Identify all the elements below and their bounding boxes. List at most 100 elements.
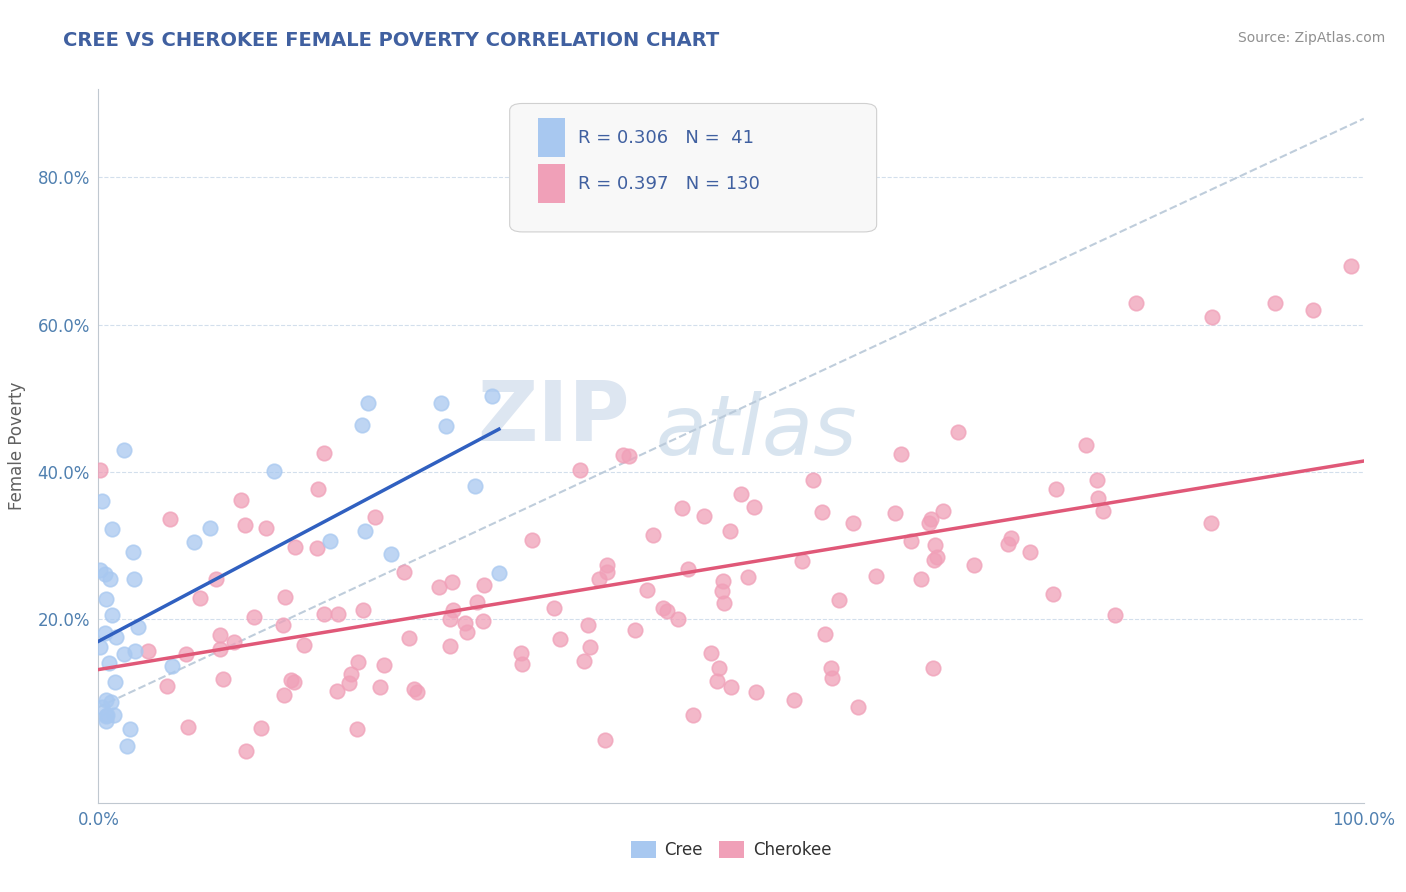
Point xyxy=(89,563,111,577)
FancyBboxPatch shape xyxy=(510,103,877,232)
Point xyxy=(548,632,571,646)
Point xyxy=(737,570,759,584)
Point xyxy=(314,607,336,621)
Point xyxy=(568,463,591,477)
Point xyxy=(1019,545,1042,559)
Point xyxy=(398,631,420,645)
Point xyxy=(292,639,315,653)
Point xyxy=(89,463,111,477)
Point xyxy=(198,521,221,535)
Point xyxy=(101,522,124,536)
Point xyxy=(710,584,733,599)
Point xyxy=(1000,532,1022,546)
Point xyxy=(96,707,118,722)
Point xyxy=(94,591,117,606)
Point xyxy=(112,442,135,457)
Point xyxy=(510,647,533,661)
Point xyxy=(208,628,231,642)
Point xyxy=(368,680,391,694)
Point xyxy=(1201,516,1223,530)
Point xyxy=(596,565,619,579)
Point xyxy=(842,516,865,530)
Point xyxy=(1302,302,1324,317)
Point xyxy=(98,572,121,586)
Point xyxy=(925,550,948,565)
Point xyxy=(328,607,350,621)
Point xyxy=(652,601,675,615)
Legend: Cree, Cherokee: Cree, Cherokee xyxy=(624,834,838,866)
Point xyxy=(900,533,922,548)
Point xyxy=(1042,587,1064,601)
Point xyxy=(706,674,728,689)
Text: R = 0.397   N = 130: R = 0.397 N = 130 xyxy=(578,175,759,193)
Point xyxy=(89,640,111,654)
Point xyxy=(273,688,295,702)
Point xyxy=(100,608,122,623)
Point xyxy=(434,419,457,434)
FancyBboxPatch shape xyxy=(537,164,565,203)
Point xyxy=(352,417,374,432)
Point xyxy=(572,654,595,668)
Point xyxy=(718,524,741,538)
Point xyxy=(271,617,294,632)
Point xyxy=(93,566,115,581)
Point xyxy=(543,601,565,615)
Text: R = 0.306   N =  41: R = 0.306 N = 41 xyxy=(578,128,754,146)
Point xyxy=(243,609,266,624)
Point xyxy=(118,723,141,737)
Point xyxy=(488,566,510,581)
Point xyxy=(357,395,380,409)
Point xyxy=(284,540,307,554)
Point xyxy=(720,681,742,695)
Point xyxy=(440,574,463,589)
Point xyxy=(305,541,328,555)
Point xyxy=(997,537,1019,551)
Point xyxy=(922,661,945,675)
Point xyxy=(183,534,205,549)
Point xyxy=(346,722,368,736)
Point xyxy=(392,565,415,579)
Point xyxy=(612,448,634,462)
Point xyxy=(963,558,986,572)
Point xyxy=(745,685,768,699)
Point xyxy=(112,647,135,661)
Point xyxy=(380,547,402,561)
Point xyxy=(1092,504,1115,518)
Point xyxy=(790,553,813,567)
Point xyxy=(124,643,146,657)
Point xyxy=(174,648,197,662)
Point xyxy=(404,682,426,697)
Point xyxy=(576,618,599,632)
Point xyxy=(209,641,232,656)
Point xyxy=(456,624,478,639)
Point xyxy=(676,562,699,576)
Y-axis label: Female Poverty: Female Poverty xyxy=(8,382,27,510)
Point xyxy=(593,732,616,747)
Point xyxy=(454,615,477,630)
Point xyxy=(90,700,112,714)
Point xyxy=(1085,473,1108,487)
Point xyxy=(439,612,461,626)
Point xyxy=(274,590,297,604)
Point xyxy=(946,425,969,439)
Point xyxy=(233,517,256,532)
Point xyxy=(1125,295,1147,310)
Point xyxy=(441,603,464,617)
Point xyxy=(312,446,335,460)
Point xyxy=(910,572,932,586)
Text: CREE VS CHEROKEE FEMALE POVERTY CORRELATION CHART: CREE VS CHEROKEE FEMALE POVERTY CORRELAT… xyxy=(63,31,720,50)
Point xyxy=(636,582,658,597)
Point xyxy=(711,574,734,589)
Point xyxy=(1045,482,1067,496)
Point xyxy=(229,493,252,508)
Point xyxy=(700,646,723,660)
Point xyxy=(922,553,945,567)
Point xyxy=(352,603,374,617)
Point xyxy=(846,700,869,714)
Point xyxy=(820,661,842,675)
Point xyxy=(364,510,387,524)
Point xyxy=(347,655,370,669)
Point xyxy=(924,538,946,552)
Point xyxy=(136,644,159,658)
Text: Source: ZipAtlas.com: Source: ZipAtlas.com xyxy=(1237,31,1385,45)
